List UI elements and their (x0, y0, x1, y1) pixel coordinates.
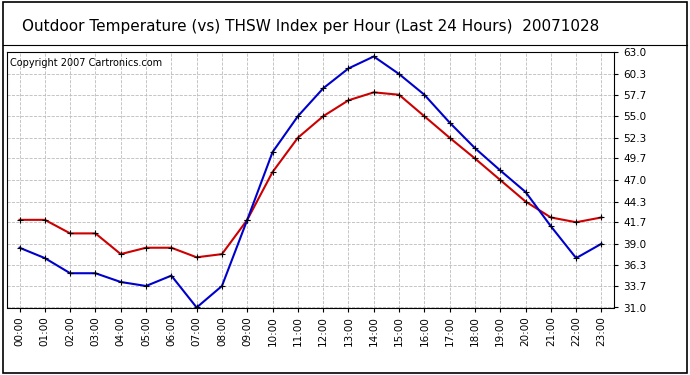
Text: Outdoor Temperature (vs) THSW Index per Hour (Last 24 Hours)  20071028: Outdoor Temperature (vs) THSW Index per … (22, 19, 599, 34)
Text: Copyright 2007 Cartronics.com: Copyright 2007 Cartronics.com (10, 58, 162, 68)
